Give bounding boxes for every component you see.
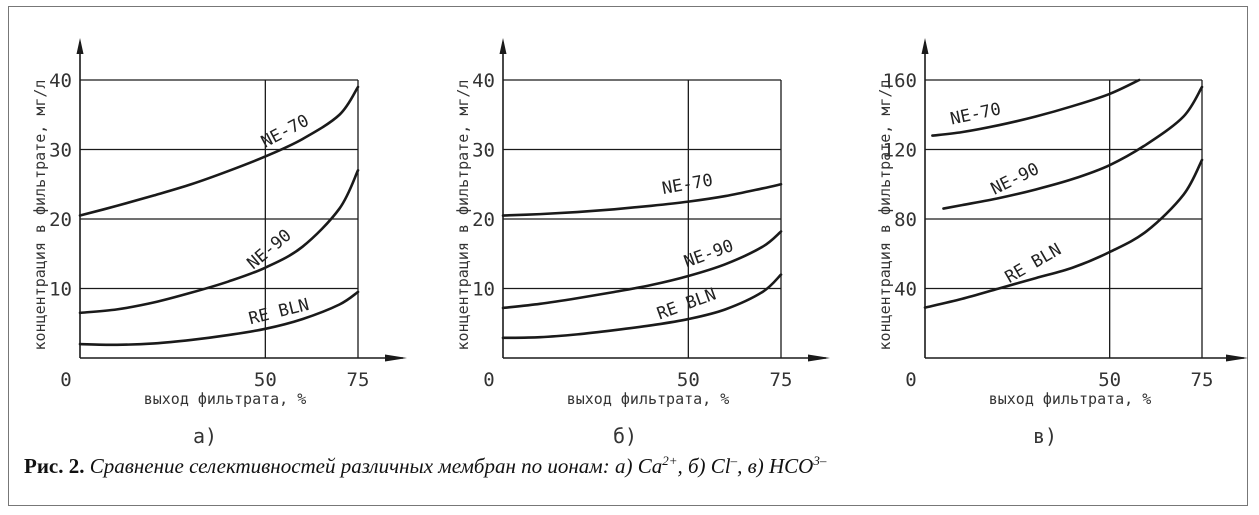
y-tick-label: 30 [49,140,72,162]
x-tick-label: 0 [60,369,71,391]
caption-text-main: Сравнение селективностей различных мембр… [89,454,663,478]
panel-label: в) [1033,424,1057,448]
series-line-ne-90 [942,85,1204,210]
x-tick-label: 75 [770,369,793,391]
y-axis-arrow [921,38,929,54]
x-tick-label: 0 [483,369,494,391]
y-tick-label: 20 [49,209,72,231]
y-axis-arrow [499,38,507,54]
series-label: RE BLN [247,295,311,329]
x-axis-arrow [1226,354,1248,362]
series-line-ne-90 [501,230,783,310]
series-label: NE-90 [681,236,736,272]
y-tick-label: 40 [894,279,917,301]
y-tick-label: 160 [883,70,917,92]
charts-area: 10 20 30 40 0 50 75 выход фильтрата, % концентра… [31,38,1248,448]
y-axis-label: концентрация в фильтрате, мг/л [876,80,894,351]
y-axis-label: концентрация в фильтрате, мг/л [454,80,472,351]
series-line-ne-90 [78,169,360,315]
x-axis-arrow [808,354,830,362]
series-line-ne-70 [501,182,783,217]
series-label: RE BLN [1002,240,1065,288]
x-tick-label: 50 [254,369,277,391]
x-axis-arrow [385,354,407,362]
y-axis-label: концентрация в фильтрате, мг/л [31,80,49,351]
y-tick-label: 80 [894,209,917,231]
y-tick-label: 40 [472,70,495,92]
x-tick-label: 75 [1191,369,1214,391]
caption-text: Сравнение селективностей различных мембр… [90,454,827,478]
panel-label: б) [613,424,637,448]
y-tick-label: 10 [49,279,72,301]
x-tick-label: 75 [347,369,370,391]
caption-ion1-sup: 2+ [662,453,678,468]
series-label: NE-70 [661,170,715,199]
caption-sep1: , б) Cl [677,454,731,478]
y-tick-label: 40 [49,70,72,92]
series-line-re-bln [501,273,783,340]
figure-frame [8,6,1248,506]
series-line-ne-70 [931,78,1141,137]
figure-caption: Рис. 2. Сравнение селективностей различн… [24,454,1224,479]
y-axis-arrow [76,38,84,54]
x-axis-label: выход фильтрата, % [567,390,730,408]
x-tick-label: 50 [677,369,700,391]
y-tick-label: 10 [472,279,495,301]
y-tick-label: 30 [472,140,495,162]
series-line-re-bln [78,290,360,347]
series-label: NE-70 [258,111,313,153]
caption-ion2-sup: – [730,453,738,468]
caption-label: Рис. 2. [24,454,85,478]
y-tick-label: 20 [472,209,495,231]
series-line-ne-70 [78,85,360,217]
series-line-re-bln [923,158,1204,309]
caption-sep2: , в) HCO [737,454,814,478]
x-axis-label: выход фильтрата, % [989,390,1152,408]
x-tick-label: 50 [1098,369,1121,391]
x-axis-label: выход фильтрата, % [144,390,307,408]
panel-label: а) [193,424,217,448]
x-tick-label: 0 [905,369,916,391]
caption-ion3-sup: 3– [813,453,827,468]
y-tick-label: 120 [883,140,917,162]
